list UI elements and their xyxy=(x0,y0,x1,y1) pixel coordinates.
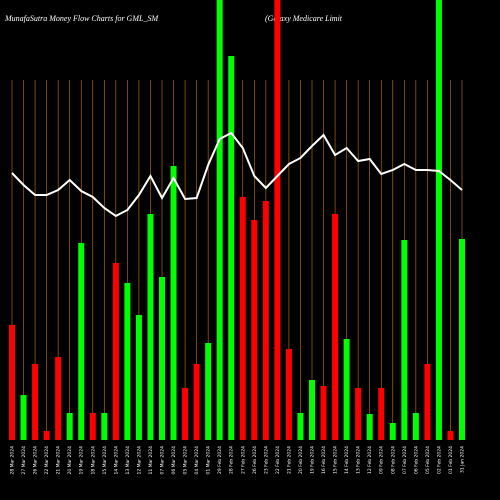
x-tick-label: 12 Feb 2024 xyxy=(367,446,373,474)
bar xyxy=(43,431,50,440)
bar xyxy=(297,413,304,440)
bar xyxy=(435,0,442,440)
bar xyxy=(228,56,235,440)
bar xyxy=(424,364,431,440)
bar xyxy=(366,414,373,440)
x-tick-label: 23 Feb 2024 xyxy=(263,446,269,474)
x-tick-label: 26 Feb 2024 xyxy=(252,446,258,474)
bar xyxy=(55,357,62,440)
bar xyxy=(135,315,142,440)
bar xyxy=(389,423,396,440)
x-tick-label: 20 Feb 2024 xyxy=(298,446,304,474)
x-tick-label: 18 Mar 2024 xyxy=(90,446,96,475)
bar xyxy=(182,388,189,440)
bar xyxy=(124,283,131,440)
bar xyxy=(262,201,269,440)
x-tick-label: 05 Mar 2024 xyxy=(183,446,189,475)
bar xyxy=(170,166,177,440)
x-tick-label: 13 Mar 2024 xyxy=(125,446,131,475)
chart-title: MunafaSutra Money Flow Charts for GML_SM xyxy=(4,14,159,23)
x-tick-label: 19 Mar 2024 xyxy=(79,446,85,475)
x-tick-label: 20 Mar 2024 xyxy=(67,446,73,475)
bar xyxy=(193,364,200,440)
x-tick-label: 06 Mar 2024 xyxy=(171,446,177,475)
x-tick-label: 13 Feb 2024 xyxy=(356,446,362,474)
x-tick-label: 02 Feb 2024 xyxy=(436,446,442,474)
x-tick-label: 01 Feb 2024 xyxy=(448,446,454,474)
x-tick-label: 27 Mar 2024 xyxy=(21,446,27,475)
x-tick-label: 07 Mar 2024 xyxy=(160,446,166,475)
x-tick-label: 05 Feb 2024 xyxy=(425,446,431,474)
bar xyxy=(66,413,73,440)
x-tick-label: 14 Mar 2024 xyxy=(113,446,119,475)
x-tick-label: 04 Mar 2024 xyxy=(194,446,200,475)
x-tick-label: 14 Feb 2024 xyxy=(344,446,350,474)
bar xyxy=(20,395,27,440)
bar xyxy=(378,388,385,440)
bar xyxy=(78,243,85,440)
bar xyxy=(205,343,212,440)
x-tick-label: 19 Feb 2024 xyxy=(310,446,316,474)
x-tick-label: 12 Mar 2024 xyxy=(136,446,142,475)
bar xyxy=(401,240,408,440)
x-tick-label: 01 Mar 2024 xyxy=(206,446,212,475)
bar xyxy=(343,339,350,440)
x-tick-label: 31 Jan 2024 xyxy=(460,446,466,473)
x-tick-label: 09 Feb 2024 xyxy=(379,446,385,474)
x-tick-label: 08 Feb 2024 xyxy=(390,446,396,474)
x-tick-label: 06 Feb 2024 xyxy=(413,446,419,474)
bar xyxy=(274,0,281,440)
x-tick-label: 22 Mar 2024 xyxy=(44,446,50,475)
x-tick-label: 07 Feb 2024 xyxy=(402,446,408,474)
x-tick-label: 16 Feb 2024 xyxy=(321,446,327,474)
bar xyxy=(112,263,119,440)
x-tick-label: 21 Feb 2024 xyxy=(286,446,292,474)
x-tick-label: 15 Feb 2024 xyxy=(333,446,339,474)
bar xyxy=(355,388,362,440)
x-tick-label: 15 Mar 2024 xyxy=(102,446,108,475)
bar xyxy=(89,413,96,440)
bar xyxy=(101,413,108,440)
bar xyxy=(216,0,223,440)
price-line xyxy=(11,131,463,218)
x-tick-label: 22 Feb 2024 xyxy=(275,446,281,474)
x-tick-label: 29 Feb 2024 xyxy=(217,446,223,474)
x-tick-label: 21 Mar 2024 xyxy=(56,446,62,475)
bar xyxy=(459,239,465,440)
x-tick-label: 26 Mar 2024 xyxy=(33,446,39,475)
x-tick-label: 11 Mar 2024 xyxy=(148,446,154,475)
bar xyxy=(239,197,246,440)
chart-subtitle: (Galaxy Medicare Limit xyxy=(265,14,343,23)
bar xyxy=(9,325,15,440)
x-tick-label: 27 Feb 2024 xyxy=(240,446,246,474)
bar xyxy=(332,214,339,440)
x-tick-label: 28 Mar 2024 xyxy=(10,446,16,475)
bar xyxy=(309,380,315,440)
bar xyxy=(320,386,327,440)
x-tick-label: 28 Feb 2024 xyxy=(229,446,235,474)
bar xyxy=(285,349,292,440)
bar xyxy=(147,214,154,440)
bar xyxy=(32,364,39,440)
bar xyxy=(159,277,165,440)
bar xyxy=(251,220,258,440)
bar xyxy=(412,413,419,440)
bar xyxy=(447,431,454,440)
